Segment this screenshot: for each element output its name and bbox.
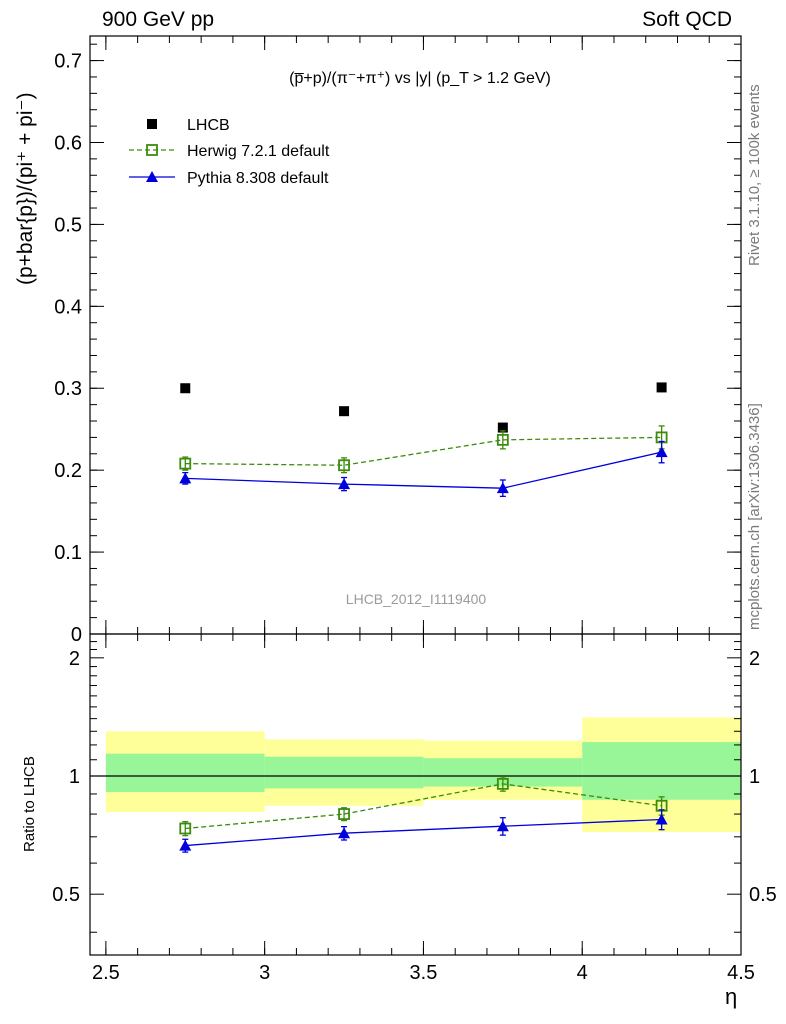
data-point-1-1-2 (496, 820, 509, 832)
ratio-y-tick-label: 2 (69, 648, 80, 670)
ratio-y-tick-label-right: 1 (749, 766, 760, 788)
ratio-inner-band (582, 742, 741, 800)
x-tick-label: 4 (577, 962, 588, 984)
header-left: 900 GeV pp (102, 8, 215, 31)
main-y-tick-label: 0.5 (54, 214, 82, 236)
legend-label: Pythia 8.308 default (187, 170, 329, 187)
header-right: Soft QCD (642, 8, 732, 31)
ratio-y-tick-label: 1 (69, 766, 80, 788)
ratio-y-tick-label-right: 2 (749, 648, 760, 670)
data-point-0-0-2 (497, 422, 508, 433)
data-point-1-0-1 (338, 808, 350, 820)
legend-marker (147, 119, 157, 129)
analysis-watermark: LHCB_2012_I1119400 (346, 591, 487, 607)
ratio-plot-frame (89, 633, 742, 956)
ratio-y-tick-label-right: 0.5 (749, 884, 777, 906)
legend-label: LHCB (187, 117, 230, 134)
legend-marker (146, 171, 158, 182)
data-point-0-2-0 (179, 472, 192, 484)
legend-marker (146, 144, 158, 156)
x-axis-label: η (725, 984, 738, 1009)
main-y-tick-label: 0.6 (54, 132, 82, 154)
data-point-1-0-2 (496, 777, 509, 790)
series-line-1-1 (185, 818, 662, 847)
data-point-0-1-2 (496, 433, 509, 446)
x-tick-label: 3.5 (410, 962, 438, 984)
x-tick-label: 4.5 (727, 962, 755, 984)
data-point-1-1-0 (179, 839, 192, 851)
data-point-0-1-0 (179, 457, 192, 470)
main-y-tick-label: 0.1 (54, 542, 82, 564)
ratio-inner-band (264, 756, 424, 789)
x-tick-label: 2.5 (92, 962, 120, 984)
series-line-0-2 (185, 451, 662, 489)
main-y-tick-label: 0.4 (54, 296, 82, 318)
series-line-1-0 (185, 783, 662, 830)
data-point-1-1-3 (655, 813, 668, 825)
main-y-tick-label: 0.7 (54, 51, 82, 73)
main-y-tick-label: 0.2 (54, 460, 82, 482)
data-point-0-2-1 (338, 478, 351, 490)
data-point-1-0-0 (179, 822, 192, 835)
data-point-0-2-2 (496, 482, 509, 494)
main-y-tick-label: 0.3 (54, 378, 82, 400)
main-plot-title: (p̅+p)/(π⁻+π⁺) vs |y| (p_T > 1.2 GeV) (289, 70, 551, 87)
data-point-0-0-1 (339, 406, 350, 417)
series-line-0-1 (185, 436, 662, 466)
data-point-0-2-3 (655, 446, 668, 458)
ratio-inner-band (105, 753, 265, 793)
data-point-0-0-0 (180, 383, 191, 394)
legend-label: Herwig 7.2.1 default (187, 143, 330, 160)
ratio-y-tick-label: 0.5 (52, 884, 80, 906)
main-y-tick-label: 0 (71, 624, 82, 646)
data-point-0-0-3 (656, 382, 667, 393)
data-point-1-1-1 (338, 827, 351, 839)
data-point-0-1-1 (338, 459, 350, 472)
x-tick-label: 3 (259, 962, 270, 984)
